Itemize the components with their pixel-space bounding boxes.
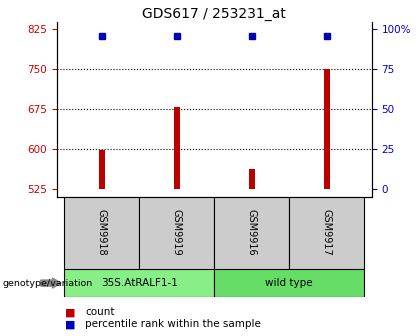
Bar bbox=[289, 197, 364, 269]
Bar bbox=[324, 69, 330, 188]
Text: count: count bbox=[85, 307, 115, 318]
Text: wild type: wild type bbox=[265, 278, 313, 288]
Bar bbox=[249, 169, 255, 188]
Bar bbox=[174, 107, 180, 188]
Text: genotype/variation: genotype/variation bbox=[2, 279, 92, 288]
Text: ■: ■ bbox=[65, 307, 76, 318]
Title: GDS617 / 253231_at: GDS617 / 253231_at bbox=[142, 7, 286, 21]
Bar bbox=[139, 197, 214, 269]
Bar bbox=[214, 269, 364, 297]
Text: percentile rank within the sample: percentile rank within the sample bbox=[85, 319, 261, 329]
Bar bbox=[64, 197, 139, 269]
Bar bbox=[214, 197, 289, 269]
Text: GSM9919: GSM9919 bbox=[172, 209, 182, 256]
Bar bbox=[64, 269, 214, 297]
Text: ■: ■ bbox=[65, 319, 76, 329]
Text: 35S.AtRALF1-1: 35S.AtRALF1-1 bbox=[101, 278, 178, 288]
Text: GSM9916: GSM9916 bbox=[247, 209, 257, 256]
Text: GSM9917: GSM9917 bbox=[322, 209, 332, 256]
Text: GSM9918: GSM9918 bbox=[97, 209, 107, 256]
Bar bbox=[99, 150, 105, 188]
